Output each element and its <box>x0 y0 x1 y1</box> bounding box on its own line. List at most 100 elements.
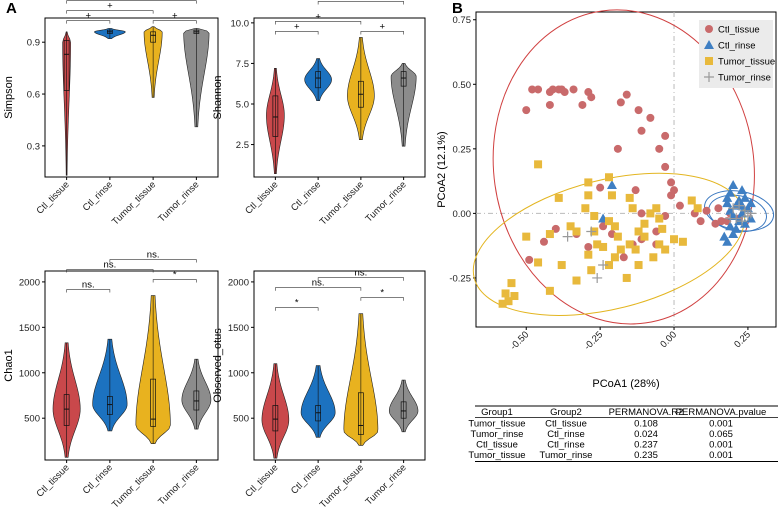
point-Tumor_tissue <box>599 242 608 251</box>
x-tick-label: Ctl_tissue <box>34 179 71 216</box>
point-Ctl_tissue <box>539 237 548 246</box>
point-Ctl_rinse <box>728 179 739 189</box>
point-Tumor_tissue <box>605 217 614 226</box>
table-cell: 0.065 <box>709 429 733 440</box>
box-Tumor_tissue <box>150 378 156 427</box>
box-Tumor_tissue <box>358 392 364 435</box>
point-Tumor_tissue <box>501 289 510 298</box>
y-tick-label: 0.25 <box>453 144 472 155</box>
y-axis-label: Simpson <box>3 76 15 119</box>
point-Tumor_tissue <box>534 160 543 169</box>
point-Ctl_tissue <box>717 217 726 226</box>
point-Ctl_tissue <box>616 98 625 107</box>
table-cell: 0.024 <box>634 429 658 440</box>
point-Tumor_tissue <box>572 276 581 285</box>
point-Tumor_rinse <box>592 272 603 283</box>
point-Ctl_tissue <box>619 253 628 262</box>
point-Tumor_tissue <box>545 286 554 295</box>
y-tick-label: 1500 <box>19 323 40 334</box>
y-tick-label: 1500 <box>228 323 249 334</box>
y-tick-label: 1000 <box>228 368 249 379</box>
point-Tumor_tissue <box>616 245 625 254</box>
significance-bracket <box>275 21 362 25</box>
box-Tumor_tissue <box>150 31 156 43</box>
table-header: Group1 <box>481 407 513 418</box>
y-tick-label: 0.3 <box>27 141 40 152</box>
point-Tumor_tissue <box>507 279 516 288</box>
table-cell: Tumor_rinse <box>540 450 593 461</box>
point-Ctl_rinse <box>719 231 730 241</box>
x-tick-label: Ctl_rinse <box>289 462 323 496</box>
y-tick-label: 7.5 <box>236 59 249 70</box>
point-Ctl_tissue <box>522 106 531 115</box>
significance-label: ns. <box>355 0 368 2</box>
point-Ctl_rinse <box>722 236 733 246</box>
point-Tumor_tissue <box>622 273 631 282</box>
y-tick-label: 2.5 <box>236 140 249 151</box>
x-tick-label: -0.25 <box>582 329 605 352</box>
y-tick-label: 0.6 <box>27 90 40 101</box>
table-cell: 0.001 <box>709 419 733 430</box>
point-Tumor_rinse <box>734 200 745 211</box>
point-Ctl_tissue <box>560 88 569 97</box>
legend-key-Tumor_tissue <box>705 57 713 65</box>
point-Tumor_rinse <box>725 213 736 224</box>
significance-bracket <box>66 0 197 4</box>
table-cell: 0.237 <box>634 440 658 451</box>
table-cell: 0.108 <box>634 419 658 430</box>
x-tick-label: Ctl_tissue <box>243 179 280 216</box>
x-tick-label: Tumor_tissue <box>318 179 366 227</box>
table-cell: Ctl_tissue <box>476 440 518 451</box>
plot-frame <box>44 17 219 178</box>
point-Ctl_tissue <box>637 126 646 135</box>
significance-bracket <box>275 287 362 291</box>
point-Tumor_tissue <box>640 219 649 228</box>
point-Tumor_tissue <box>581 204 590 213</box>
y-axis-label: Observed_otus <box>212 328 224 403</box>
point-Tumor_tissue <box>646 209 655 218</box>
y-tick-label: 500 <box>233 414 249 425</box>
table-cell: Tumor_tissue <box>468 450 525 461</box>
significance-bracket <box>109 259 197 263</box>
point-Ctl_tissue <box>714 204 723 213</box>
point-Tumor_rinse <box>728 203 739 214</box>
table-header: PERMANOVA.pvalue <box>676 407 767 418</box>
point-Tumor_tissue <box>658 224 667 233</box>
x-tick-label: Ctl_rinse <box>289 179 323 213</box>
x-tick-label: Tumor_rinse <box>364 462 409 507</box>
point-Tumor_tissue <box>590 211 599 220</box>
significance-bracket <box>66 289 111 293</box>
significance-label: ns. <box>82 280 95 291</box>
point-Ctl_tissue <box>631 186 640 195</box>
box-Ctl_rinse <box>107 396 113 415</box>
significance-bracket <box>275 307 319 311</box>
x-tick-label: Tumor_tissue <box>318 462 366 508</box>
significance-bracket <box>360 31 404 35</box>
point-Ctl_tissue <box>661 162 670 171</box>
significance-bracket <box>360 297 404 301</box>
x-tick-label: Tumor_rinse <box>156 462 201 507</box>
y-tick-label: 0.9 <box>27 38 40 49</box>
significance-label: ns. <box>104 260 117 271</box>
point-Tumor_tissue <box>640 232 649 241</box>
point-Tumor_tissue <box>655 240 664 249</box>
table-cell: 0.235 <box>634 450 658 461</box>
y-axis-label: Shannon <box>212 75 224 119</box>
legend-label: Tumor_rinse <box>718 73 771 84</box>
table-cell: Ctl_rinse <box>547 440 585 451</box>
observed-otus-violin-plot: 500 1000 1500 2000 Observed_otus Ctl_tissue Ct… <box>212 268 426 508</box>
point-Ctl_rinse <box>722 198 733 208</box>
legend-label: Tumor_tissue <box>718 57 775 68</box>
significance-label: + <box>172 11 178 22</box>
x-tick-label: Ctl_tissue <box>34 462 71 499</box>
y-tick-label: 2000 <box>19 277 40 288</box>
box-Tumor_rinse <box>400 71 407 87</box>
point-Ctl_tissue <box>584 242 593 251</box>
point-Tumor_tissue <box>634 261 643 270</box>
x-axis-label: PCoA1 (28%) <box>592 378 659 390</box>
point-Tumor_tissue <box>522 232 531 241</box>
table-cell: Ctl_tissue <box>545 419 587 430</box>
point-Tumor_tissue <box>584 178 593 187</box>
